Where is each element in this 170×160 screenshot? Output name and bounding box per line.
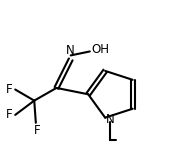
Text: F: F bbox=[6, 83, 13, 96]
Text: N: N bbox=[106, 113, 114, 126]
Text: F: F bbox=[34, 124, 41, 137]
Text: F: F bbox=[6, 108, 13, 121]
Text: OH: OH bbox=[91, 43, 109, 56]
Text: N: N bbox=[66, 44, 74, 57]
